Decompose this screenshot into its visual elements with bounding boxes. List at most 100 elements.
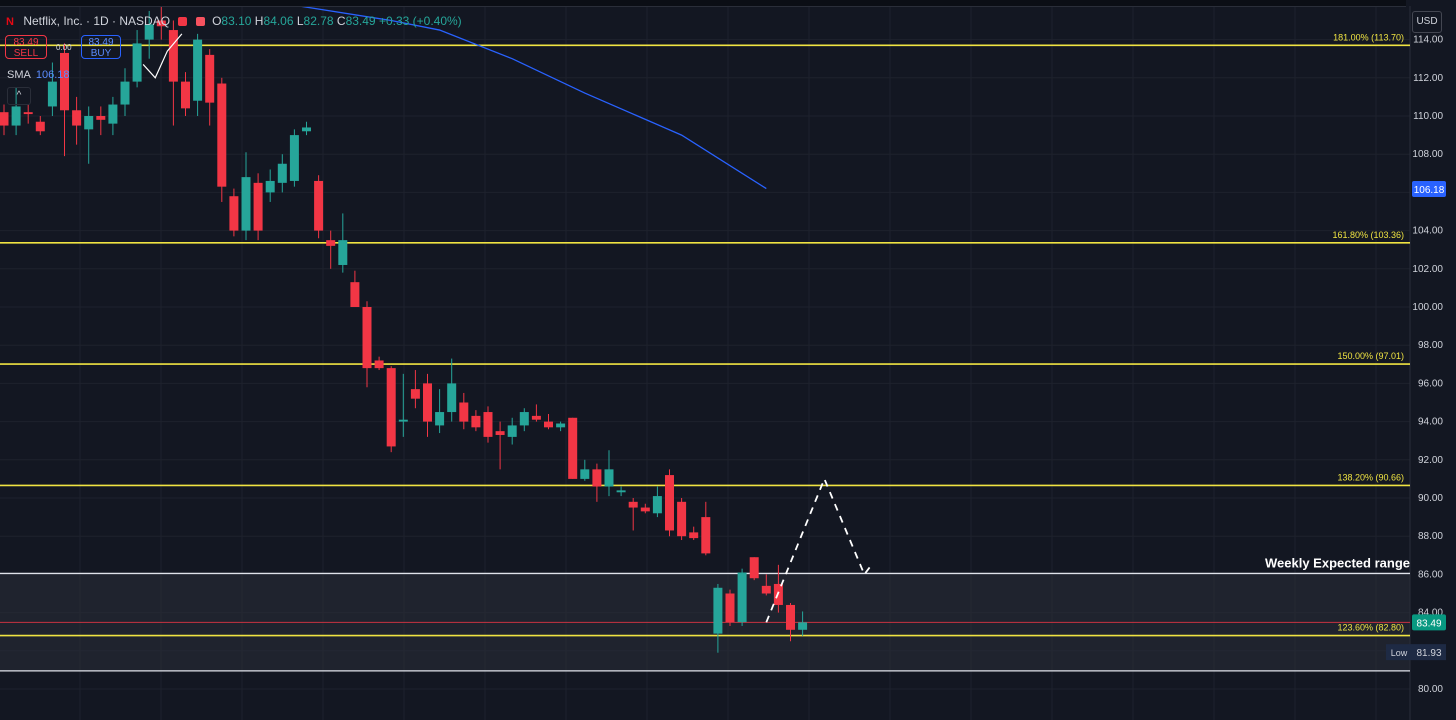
fib-level-label: 181.00% (113.70)	[1333, 32, 1404, 42]
candle-body	[580, 469, 590, 479]
price-tick-label: 92.00	[1418, 455, 1443, 466]
price-tick-label: 90.00	[1418, 493, 1443, 504]
price-tick-label: 88.00	[1418, 531, 1443, 542]
open-value: 83.10	[221, 14, 252, 28]
close-label: C	[336, 14, 346, 28]
candles	[0, 5, 808, 653]
fib-level-label: 123.60% (82.80)	[1337, 623, 1404, 633]
candle-body	[652, 496, 662, 514]
candle-body	[459, 402, 469, 422]
candle-body	[217, 83, 227, 187]
candle-body	[471, 415, 481, 428]
projection-path	[765, 476, 873, 623]
currency-button[interactable]: USD	[1412, 11, 1442, 33]
sell-label: SELL	[13, 48, 39, 59]
candle-body	[677, 501, 687, 537]
symbol-title[interactable]: Netflix, Inc. · 1D · NASDAQ	[23, 14, 171, 28]
candle-body	[568, 417, 578, 479]
candle-body	[229, 196, 239, 231]
candle-body	[640, 507, 650, 512]
fib-level-label: 161.80% (103.36)	[1332, 230, 1404, 240]
candle-body	[60, 52, 69, 111]
overlay-line	[142, 33, 183, 79]
candle-body	[350, 282, 360, 307]
candle-body	[144, 24, 154, 40]
candle-body	[665, 475, 674, 531]
netflix-logo-icon: N	[6, 16, 14, 28]
candle-body	[398, 419, 408, 422]
candle-body	[798, 622, 808, 630]
candle-body	[265, 180, 275, 193]
candle-body	[241, 177, 251, 231]
candle-body	[302, 127, 311, 132]
candle-body	[531, 415, 541, 420]
candle-body	[761, 585, 771, 594]
low-tag-label: Low	[1391, 648, 1408, 658]
symbol-header[interactable]: N Netflix, Inc. · 1D · NASDAQ O83.10 H84…	[6, 14, 462, 28]
sell-price: 83.49	[13, 37, 39, 48]
candle-body	[737, 572, 747, 623]
alert-icon[interactable]	[178, 17, 188, 26]
high-value: 84.06	[263, 14, 294, 28]
low-label: L	[296, 14, 304, 28]
low-tag	[1386, 644, 1412, 661]
candle-body	[47, 81, 57, 107]
sma-value: 106.18	[35, 69, 70, 81]
candle-body	[72, 110, 82, 126]
collapse-chevron-up-icon[interactable]: ^	[7, 87, 31, 105]
candle-body	[544, 421, 553, 428]
price-tick-label: 96.00	[1418, 378, 1443, 389]
candle-body	[374, 360, 384, 369]
sma-legend[interactable]: SMA 106.18	[7, 69, 70, 81]
candle-body	[0, 112, 9, 126]
candle-body	[168, 30, 178, 82]
flag-icon[interactable]	[195, 17, 205, 26]
low-price-badge	[1412, 644, 1446, 661]
low-price-label: 81.93	[1416, 648, 1441, 659]
change-value: +0.33 (+0.40%)	[378, 14, 462, 28]
price-tick-label: 114.00	[1413, 35, 1443, 46]
price-tick-label: 84.00	[1418, 608, 1443, 619]
price-tick-label: 86.00	[1418, 569, 1443, 580]
buy-button[interactable]: 83.49 BUY	[81, 35, 121, 59]
candle-body	[495, 431, 505, 435]
fib-level-label: 150.00% (97.01)	[1337, 351, 1404, 361]
candle-body	[11, 106, 21, 126]
candle-body	[519, 412, 529, 426]
price-tick-label: 102.00	[1412, 264, 1443, 275]
candle-body	[507, 425, 517, 437]
open-label: O	[212, 14, 222, 28]
high-label: H	[254, 14, 264, 28]
candle-body	[362, 307, 372, 369]
expected-range-label: Weekly Expected range	[1265, 555, 1410, 570]
candle-body	[289, 135, 299, 181]
candle-body	[132, 43, 142, 82]
candle-body	[181, 81, 190, 109]
candle-body	[483, 412, 493, 437]
price-tick-label: 104.00	[1412, 226, 1443, 237]
candle-body	[689, 532, 699, 539]
candle-body	[628, 501, 638, 508]
candle-body	[23, 112, 33, 115]
sell-button[interactable]: 83.49 SELL	[5, 35, 47, 59]
candle-body	[435, 412, 445, 426]
candle-body	[108, 104, 118, 124]
candle-body	[786, 604, 795, 630]
price-tick-label: 100.00	[1412, 302, 1443, 313]
candle-body	[84, 116, 94, 130]
price-tick-label: 110.00	[1413, 111, 1443, 122]
candle-body	[616, 490, 626, 493]
candle-body	[338, 240, 348, 265]
candle-body	[253, 182, 263, 231]
candle-body	[120, 81, 130, 105]
candle-body	[156, 20, 166, 27]
price-tick-label: 98.00	[1418, 340, 1443, 351]
candle-body	[713, 587, 723, 634]
low-value: 82.78	[303, 14, 334, 28]
candle-body	[193, 39, 203, 101]
sma-name: SMA	[7, 69, 31, 81]
fib-level-label: 138.20% (90.66)	[1337, 472, 1404, 482]
candle-body	[314, 180, 324, 231]
price-tick-label: 112.00	[1413, 73, 1443, 84]
